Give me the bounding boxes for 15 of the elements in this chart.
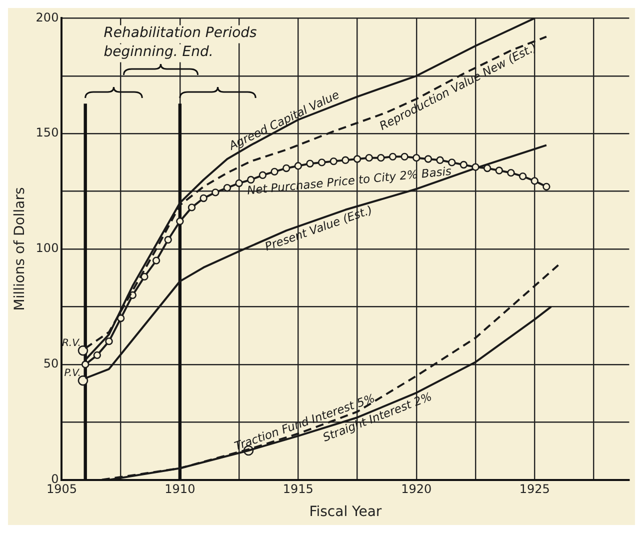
x-tick-label: 1920 — [401, 482, 432, 496]
y-tick-label: 100 — [36, 241, 59, 256]
y-axis-title: Millions of Dollars — [12, 187, 28, 311]
y-tick-label: 50 — [43, 356, 59, 371]
text: Net Purchase Price to City 2% Basis — [246, 164, 452, 198]
x-tick-label: 1915 — [282, 482, 314, 496]
x-tick-label: 1905 — [46, 482, 77, 496]
x-tick-label: 1910 — [164, 482, 196, 496]
y-tick-label: 200 — [36, 10, 59, 24]
annotation: P.V. — [64, 368, 81, 380]
annotation: R.V. — [62, 338, 81, 350]
annotation: Rehabilitation Periods beginning. End. — [104, 24, 257, 60]
y-tick-label: 150 — [36, 126, 59, 140]
x-tick-label: 1925 — [519, 482, 550, 496]
x-axis-title: Fiscal Year — [309, 504, 382, 520]
